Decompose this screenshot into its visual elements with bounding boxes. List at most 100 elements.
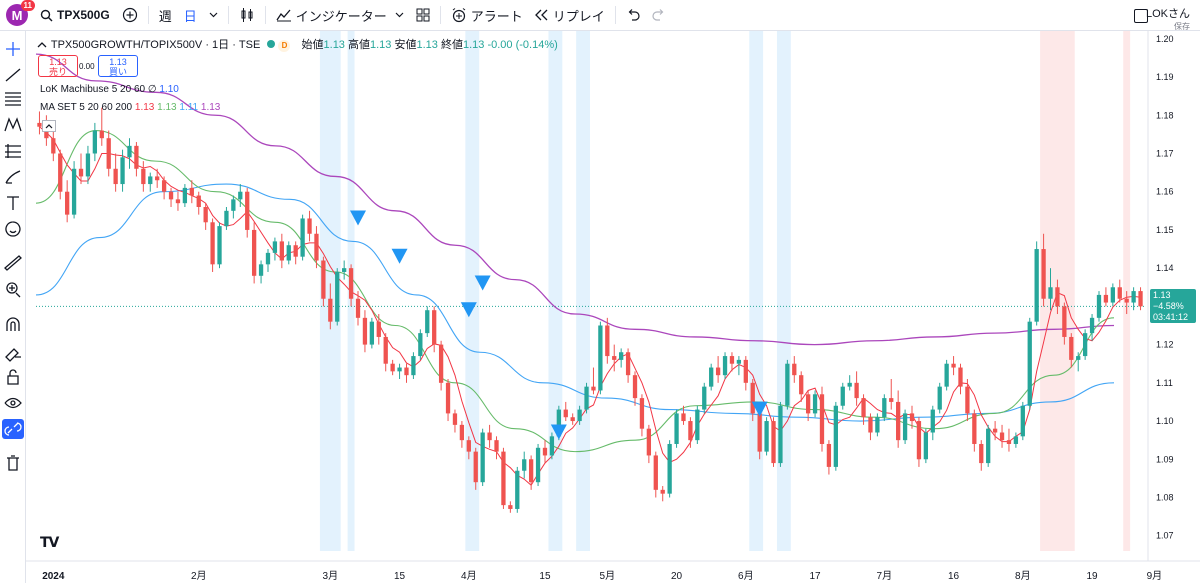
eye-icon[interactable] (4, 397, 22, 409)
candle-body (321, 260, 326, 299)
tradingview-logo[interactable]: TV (40, 535, 59, 551)
candle-body (972, 413, 977, 444)
indicators-icon (276, 9, 291, 22)
chart-type-button[interactable] (233, 0, 261, 31)
lock-drawing-icon[interactable] (5, 348, 21, 362)
x-tick-label: 4月 (461, 570, 477, 582)
interval-week[interactable]: 週 (153, 0, 178, 31)
sell-price: 1.13 (49, 57, 67, 67)
x-tick-label: 17 (810, 571, 822, 582)
candle-body (480, 432, 485, 483)
y-tick-label: 1.07 (1156, 531, 1174, 541)
undo-button[interactable] (620, 0, 646, 31)
candle-body (148, 176, 153, 185)
candle-body (238, 191, 243, 200)
zoom-in-icon[interactable] (6, 282, 21, 298)
candle-body (251, 229, 257, 276)
candle-body (113, 168, 118, 185)
drawing-toolbar (0, 31, 26, 583)
magnet-icon[interactable] (6, 317, 20, 331)
collapse-indicators-icon[interactable] (42, 120, 56, 132)
fib-retracement-icon[interactable] (5, 92, 21, 106)
candle-body (861, 398, 866, 418)
high-value: 1.13 (370, 39, 392, 51)
lock-icon[interactable] (7, 369, 19, 385)
candle-body (667, 443, 672, 494)
sell-signal-marker (474, 275, 491, 291)
candle-body (175, 199, 181, 204)
candle-body (1055, 287, 1060, 307)
trash-icon[interactable] (7, 455, 19, 471)
candle-body (986, 428, 991, 464)
candle-body (646, 428, 652, 456)
candle-body (425, 310, 430, 334)
user-area[interactable]: LOKさん 保存 (1146, 5, 1190, 32)
prediction-icon[interactable] (5, 144, 21, 158)
candle-body (944, 363, 949, 387)
candle-body (231, 199, 236, 211)
interval-day[interactable]: 日 (178, 0, 203, 31)
candle-body (328, 298, 333, 322)
candle-body (494, 440, 499, 452)
candle-body (1027, 321, 1032, 406)
candle-body (577, 409, 582, 422)
last-price-change: −4.58% (1153, 301, 1184, 311)
candle-body (764, 421, 769, 452)
candle-body (189, 187, 194, 196)
candle-body (889, 398, 894, 402)
y-tick-label: 1.20 (1156, 34, 1174, 44)
redo-button[interactable] (646, 0, 672, 31)
candle-body (847, 382, 852, 387)
price-chart[interactable]: 1.20 1.19 1.18 1.17 1.16 1.15 1.14 1.13 1.12 1.11… (26, 31, 1200, 583)
candle-body (556, 409, 561, 437)
candle-body (1062, 306, 1067, 337)
x-tick-label: 2024 (42, 571, 65, 582)
ma20-value: 1.13 (157, 102, 177, 113)
candle-body (1124, 298, 1129, 303)
layout-checkbox[interactable] (1134, 9, 1148, 23)
user-avatar[interactable]: M 11 (6, 0, 35, 26)
brush-icon[interactable] (5, 170, 21, 184)
sell-signal-marker (751, 401, 768, 417)
compare-add-button[interactable] (116, 0, 144, 31)
alert-label: アラート (470, 8, 523, 24)
candle-body (799, 375, 804, 395)
ma200-line (35, 53, 1115, 346)
candle-body (1089, 317, 1095, 334)
candle-body (951, 363, 956, 368)
alert-button[interactable]: アラート (445, 0, 529, 31)
indicator-2-name: MA SET 5 20 60 200 (40, 102, 133, 113)
indicators-button[interactable]: インジケーター (270, 0, 410, 31)
interval-dropdown[interactable] (203, 0, 224, 31)
indicator-2-legend[interactable]: MA SET 5 20 60 200 1.13 1.13 1.11 1.13 (40, 102, 220, 113)
buy-button[interactable]: 1.13 買い (98, 55, 138, 77)
candle-body (217, 226, 222, 265)
trend-line-icon[interactable] (5, 68, 21, 82)
candle-body (785, 363, 790, 406)
layout-button[interactable] (410, 0, 436, 31)
collapse-icon[interactable] (36, 39, 48, 51)
text-icon[interactable] (7, 196, 19, 210)
link-icon[interactable] (2, 419, 24, 439)
candle-body (826, 443, 832, 467)
ruler-icon[interactable] (4, 255, 22, 271)
candle-body (258, 264, 264, 276)
candle-body (1117, 287, 1122, 299)
emoji-icon[interactable] (5, 221, 21, 237)
sell-button[interactable]: 1.13 売り (38, 55, 78, 77)
pattern-icon[interactable] (4, 117, 22, 132)
candle-body (106, 138, 111, 169)
candle-body (840, 386, 845, 406)
replay-button[interactable]: リプレイ (529, 0, 611, 31)
sell-signal-marker (391, 248, 408, 264)
candle-body (335, 271, 340, 322)
candle-body (245, 191, 250, 230)
indicators-label: インジケーター (295, 8, 387, 24)
blue-zone (576, 31, 590, 551)
candle-body (771, 421, 776, 464)
indicator-1-legend[interactable]: LoK Machibuse 5 20 60 ∅ 1.10 (40, 84, 179, 95)
candle-body (653, 455, 658, 490)
symbol-search[interactable]: TPX500G (34, 0, 116, 31)
crosshair-icon[interactable] (6, 42, 20, 56)
candle-body (85, 153, 91, 177)
